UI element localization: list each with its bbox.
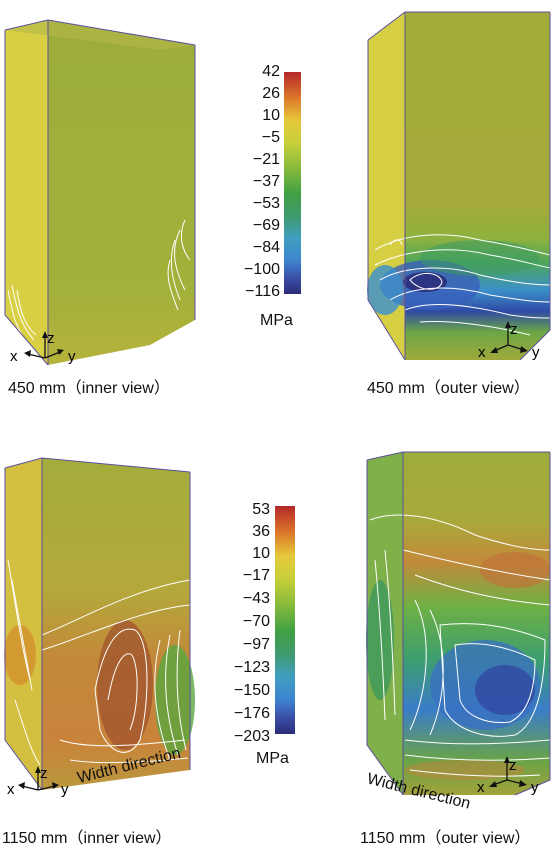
axis-label-y: y xyxy=(68,348,76,365)
colorbar-2-tick: 10 xyxy=(252,546,270,562)
colorbar-1-tick: −37 xyxy=(253,174,280,190)
caption-1150-inner: 1150 mm（inner view） xyxy=(2,824,172,848)
colorbar-2-tick: −123 xyxy=(234,660,270,676)
colorbar-2-tick: 36 xyxy=(252,524,270,540)
panel-1150-inner: z x y xyxy=(0,440,215,815)
panel-1150-outer-render: z x y xyxy=(355,440,553,815)
axis-label-y: y xyxy=(531,779,539,796)
colorbar-2-tick: −150 xyxy=(234,683,270,699)
axis-label-y: y xyxy=(532,344,540,361)
colorbar-2-tick: 53 xyxy=(252,502,270,518)
colorbar-2: 53 36 10 −17 −43 −70 −97 −123 −150 −176 … xyxy=(225,500,310,770)
colorbar-2-unit: MPa xyxy=(256,750,289,768)
colorbar-1-tick: −21 xyxy=(253,152,280,168)
colorbar-1-tick: 26 xyxy=(262,86,280,102)
side-face xyxy=(5,458,42,790)
axis-label-y: y xyxy=(61,781,69,798)
colorbar-1-gradient xyxy=(284,72,301,294)
panel-450-inner-render: z x y xyxy=(0,0,200,370)
colorbar-2-tick: −203 xyxy=(234,729,270,745)
panel-1150-outer: z x y xyxy=(355,440,553,815)
caption-1150-outer: 1150 mm（outer view） xyxy=(360,824,530,848)
colorbar-2-tick: −70 xyxy=(243,614,270,630)
colorbar-1-tick: −84 xyxy=(253,240,280,256)
panel-1150-inner-render: z x y xyxy=(0,440,215,815)
panel-450-outer: z x y xyxy=(360,0,553,370)
colorbar-2-tick: −176 xyxy=(234,706,270,722)
axis-label-x: x xyxy=(7,781,15,798)
axis-label-z: z xyxy=(510,321,518,338)
axis-label-x: x xyxy=(10,348,18,365)
colorbar-2-gradient xyxy=(275,506,295,734)
colorbar-1-tick: −5 xyxy=(262,130,280,146)
panel-450-inner: z x y xyxy=(0,0,200,370)
axis-label-z: z xyxy=(509,757,517,774)
colorbar-1: 42 26 10 −5 −21 −37 −53 −69 −84 −100 −11… xyxy=(252,62,312,332)
side-face xyxy=(5,20,48,365)
panel-450-outer-render: z x y xyxy=(360,0,553,370)
colorbar-1-tick: −100 xyxy=(244,262,280,278)
colorbar-1-tick: −53 xyxy=(253,196,280,212)
colorbar-2-tick: −17 xyxy=(243,568,270,584)
colorbar-1-tick: 42 xyxy=(262,64,280,80)
colorbar-2-tick: −43 xyxy=(243,591,270,607)
axis-label-x: x xyxy=(478,344,486,361)
axis-label-x: x xyxy=(477,779,485,796)
colorbar-2-tick: −97 xyxy=(243,637,270,653)
colorbar-1-tick: 10 xyxy=(262,108,280,124)
colorbar-1-tick: −116 xyxy=(245,284,280,300)
caption-450-outer: 450 mm（outer view） xyxy=(367,374,530,398)
caption-450-inner: 450 mm（inner view） xyxy=(8,374,170,398)
colorbar-1-unit: MPa xyxy=(260,312,293,330)
axis-label-z: z xyxy=(47,330,55,347)
front-face xyxy=(48,20,195,365)
stress-region xyxy=(97,620,153,750)
colorbar-1-tick: −69 xyxy=(253,218,280,234)
axis-label-z: z xyxy=(40,765,48,782)
